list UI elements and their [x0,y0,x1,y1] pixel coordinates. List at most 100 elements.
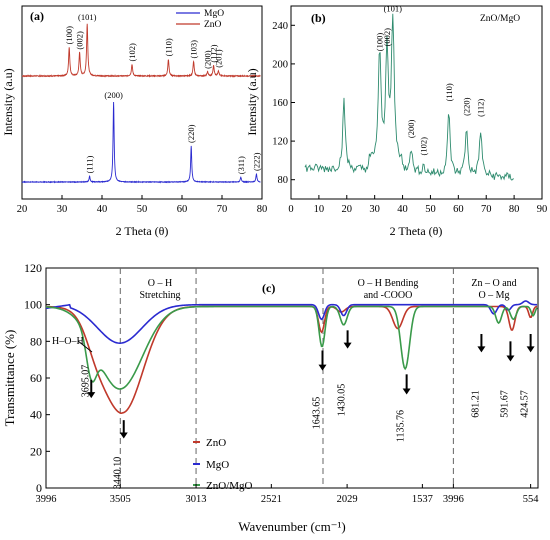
panel-b-y-ticks: 80 120 160 200 240 [272,21,295,186]
peak-wavenumber-label: 3695.07 [80,365,91,398]
region-oh-bending-line2: and -COOO [364,290,413,301]
peak-wavenumber-label: 1643.65 [312,397,323,430]
panel-b-x-axis-label: 2 Theta (θ) [390,224,443,238]
peak-arrowhead [343,342,352,349]
panel-c-plot [45,300,538,415]
legend-label-mgo: MgO [204,9,224,19]
zno-mgo-xrd-series [304,13,514,181]
peak-wavenumber-label: 681.21 [470,390,481,418]
peak-wavenumber-label: 3440.10 [113,457,124,490]
peak-arrowhead [506,355,515,362]
peak-arrowhead [318,364,327,371]
peak-label: (110) [444,83,454,101]
panel-c-peak-arrows: 3695.07 3440.10 1643.65 1430.05 1135.76 681.2… [77,330,535,490]
panel-a: (100) (002)(101)(102) (110) (103)(200)(112)… [1,5,268,238]
zno-peak-label: (002) [75,31,85,50]
x-tick-label: 40 [397,204,408,215]
x-tick-label: 3996 [36,494,57,505]
peak-wavenumber-label: 1430.05 [337,384,348,417]
zno-mgo-ftir-series [45,305,538,390]
y-tick-label: 20 [30,444,42,458]
x-tick-label: 3996 [443,494,464,505]
x-tick-label: 2029 [337,494,358,505]
peak-label: (101) [384,4,403,14]
peak-arrowhead [119,432,128,439]
hoh-pointer [77,340,93,353]
panel-c-legend: ZnO MgO ZnO/MgO [193,437,253,492]
x-tick-label: 80 [257,204,268,215]
x-tick-label: 80 [509,204,520,215]
panel-a-label: (a) [30,9,44,23]
panel-a-legend: MgO ZnO [176,9,224,30]
x-tick-label: 60 [177,204,188,215]
panel-b-y-axis-label: Intensity (a.u) [245,68,259,135]
x-tick-label: 10 [314,204,325,215]
panel-a-y-axis-label: Intensity (a.u) [1,68,15,135]
mgo-peak-label: (311) [236,156,246,174]
legend-label-zno: ZnO [204,20,222,30]
peak-label: (220) [461,97,471,116]
x-tick-label: 3013 [186,494,207,505]
peak-label: (102) [418,137,428,156]
panel-c: (c) O – H Stretching O – H Bending and -… [2,261,539,534]
x-tick-label: 60 [453,204,464,215]
mgo-xrd-series [21,102,261,184]
zno-xrd-series [21,23,261,78]
panel-c-x-ticks: 3996 3505 3013 2521 2029 1537 3996 554 [36,484,539,505]
y-tick-label: 120 [272,137,288,148]
panel-b-x-ticks: 0 10 20 30 40 50 60 70 80 90 [288,195,547,215]
peak-wavenumber-label: 1135.76 [396,410,407,442]
zno-peak-label: (200) [203,50,213,69]
panel-c-y-axis-label: Transmittance (%) [2,330,17,427]
y-tick-label: 40 [30,408,42,422]
hoh-label: H–O–H [52,336,84,347]
panel-a-x-axis-label: 2 Theta (θ) [116,224,169,238]
panel-a-x-ticks: 20 30 40 50 60 70 80 [17,195,268,215]
peak-wavenumber-label: 424.57 [520,390,531,418]
y-tick-label: 100 [24,298,42,312]
y-tick-label: 200 [272,59,288,70]
x-tick-label: 2521 [261,494,282,505]
x-tick-label: 90 [537,204,548,215]
peak-label: (002) [382,28,392,47]
peak-wavenumber-label: 591.67 [499,390,510,418]
legend-label-zno-mgo-c: ZnO/MgO [206,480,253,492]
panel-c-region-labels: O – H Stretching O – H Bending and -COOO… [139,278,516,301]
zno-peak-label: (100) [64,26,74,45]
panel-a-frame [21,5,263,200]
zno-peak-label: (110) [163,38,173,56]
x-tick-label: 40 [97,204,108,215]
panel-b-legend-label: ZnO/MgO [480,14,520,24]
panel-c-y-ticks: 0 20 40 60 80 100 120 [24,261,50,495]
region-zno-mgo-line2: O – Mg [478,290,509,301]
zno-peak-label: (103) [189,40,199,59]
peak-label: (100) [375,33,385,52]
x-tick-label: 50 [137,204,148,215]
peak-label: (112) [476,99,486,117]
x-tick-label: 70 [217,204,228,215]
region-oh-bending-line1: O – H Bending [358,278,419,289]
y-tick-label: 120 [24,261,42,275]
peak-arrowhead [526,346,535,353]
panel-c-label: (c) [262,281,275,295]
y-tick-label: 80 [278,175,289,186]
x-tick-label: 70 [481,204,492,215]
x-tick-label: 0 [288,204,293,215]
x-tick-label: 50 [425,204,436,215]
zno-peak-label: (112) [209,44,219,62]
legend-label-zno-c: ZnO [206,437,226,449]
x-tick-label: 1537 [412,494,433,505]
region-oh-stretching-line1: O – H [148,278,172,289]
legend-label-mgo-c: MgO [206,459,229,471]
x-tick-label: 20 [17,204,28,215]
region-oh-stretching-line2: Stretching [139,290,180,301]
x-tick-label: 3505 [110,494,131,505]
panel-b: (100)(002) (101) (200)(102) (110) (220) (112)… [245,4,547,238]
peak-label: (200) [406,120,416,139]
region-zno-mgo-line1: Zn – O and [471,278,516,289]
panel-b-label: (b) [311,11,326,25]
panel-a-plot: (100) (002)(101)(102) (110) (103)(200)(112)… [21,12,261,184]
panel-b-plot: (100)(002) (101) (200)(102) (110) (220) (112) [304,4,514,181]
mgo-peak-label: (111) [85,155,95,173]
x-tick-label: 30 [57,204,68,215]
